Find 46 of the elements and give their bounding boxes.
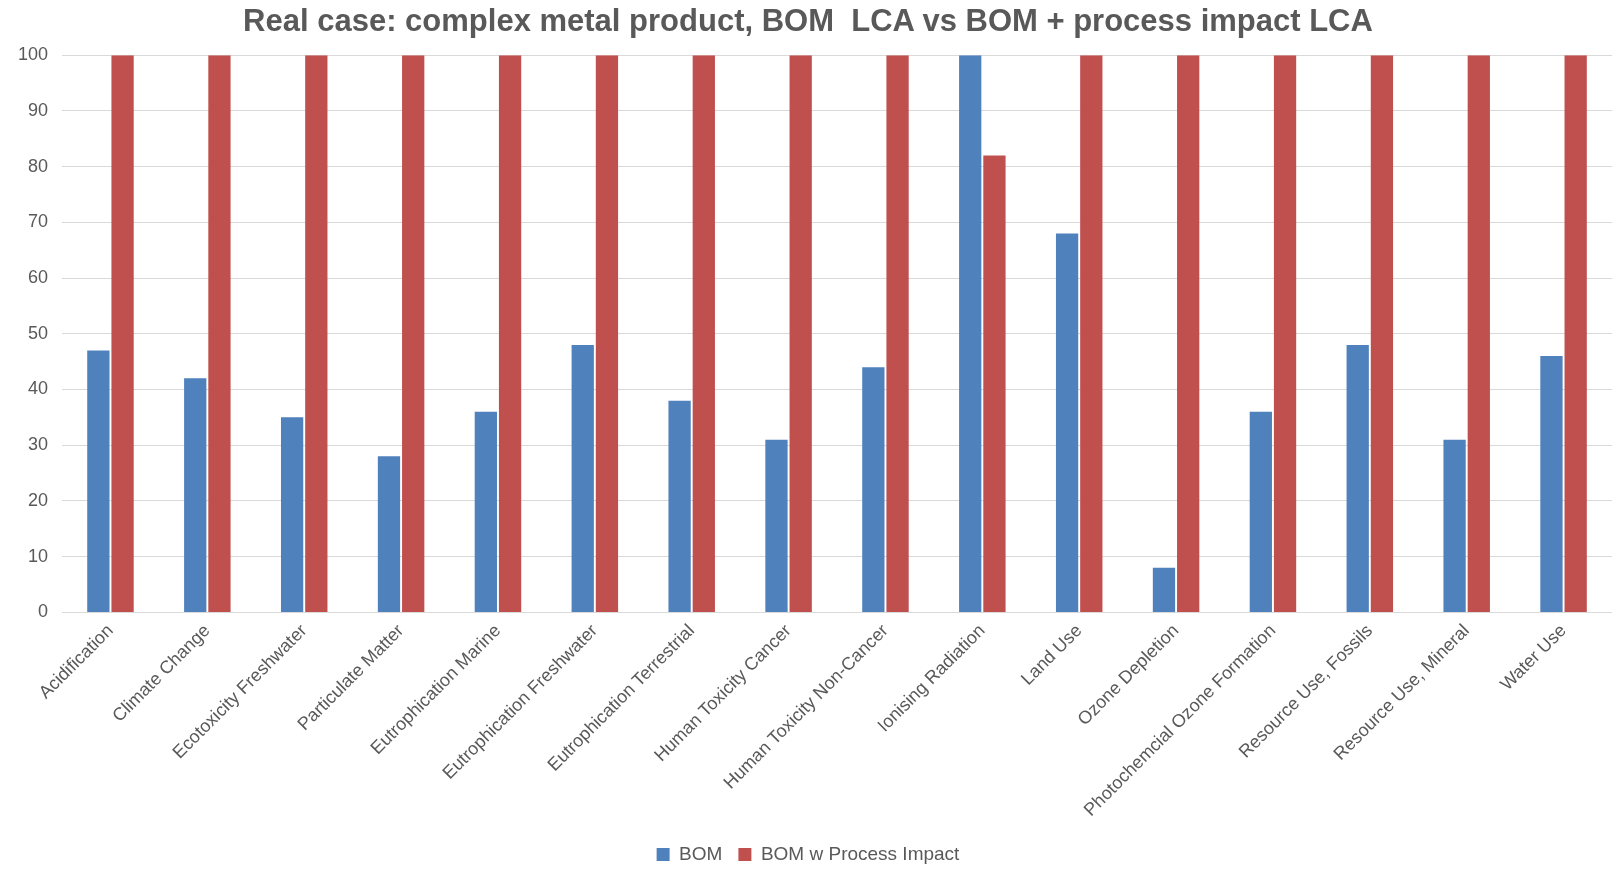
bar <box>1370 55 1394 612</box>
bar <box>571 344 594 612</box>
bar <box>1080 55 1103 612</box>
bar <box>1346 344 1369 612</box>
y-tick-label: 50 <box>28 322 49 343</box>
y-tick-label: 60 <box>28 267 49 288</box>
bar <box>862 367 885 612</box>
bar <box>692 55 715 612</box>
chart-title: Real case: complex metal product, BOM LCA vs BOM + process impact LCA <box>243 3 1373 39</box>
bar <box>595 55 619 612</box>
bar <box>1249 411 1272 612</box>
bar <box>1177 55 1200 612</box>
y-tick-label: 80 <box>28 155 49 176</box>
bar <box>765 439 788 612</box>
y-tick-label: 100 <box>17 44 49 65</box>
y-tick-label: 30 <box>28 434 49 455</box>
bar <box>1443 439 1466 612</box>
y-tick-label: 10 <box>28 545 49 566</box>
y-tick-label: 90 <box>28 99 49 120</box>
legend-label: BOM <box>679 842 723 864</box>
bar <box>959 55 982 612</box>
bar <box>305 55 328 612</box>
bar <box>184 378 207 612</box>
bar <box>668 400 691 612</box>
bar <box>1152 567 1176 612</box>
bar <box>402 55 425 612</box>
bar <box>1564 55 1587 612</box>
legend-label: BOM w Process Impact <box>760 842 961 864</box>
y-tick-label: 40 <box>28 378 49 399</box>
bar <box>1273 55 1297 612</box>
bar <box>1540 356 1563 612</box>
bar <box>1467 55 1490 612</box>
bar <box>498 55 522 612</box>
bar <box>474 411 497 612</box>
bar <box>208 55 231 612</box>
bar <box>377 456 401 612</box>
bar <box>280 417 304 612</box>
y-tick-label: 70 <box>28 211 49 232</box>
bar <box>111 55 134 612</box>
bar <box>886 55 909 612</box>
y-tick-label: 20 <box>28 489 49 510</box>
bar <box>789 55 812 612</box>
bar <box>1055 233 1079 612</box>
y-tick-label: 0 <box>38 601 49 622</box>
bar <box>983 155 1006 612</box>
bar <box>87 350 110 612</box>
